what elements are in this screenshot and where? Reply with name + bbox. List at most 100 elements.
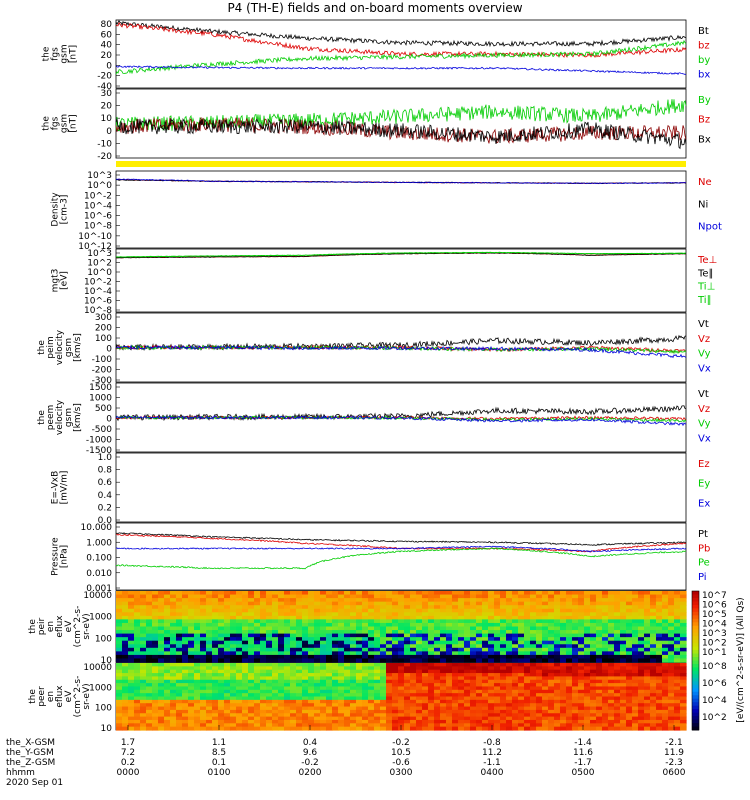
spec-cell [566,622,573,628]
spec-cell [344,699,351,704]
spec-cell [434,683,441,688]
spec-cell [194,706,201,711]
spec-cell [374,696,381,701]
spec-cell [398,716,405,721]
spec-cell [374,615,381,620]
spec-cell [182,608,189,613]
spec-cell [506,654,513,660]
spec-cell [584,644,591,649]
spec-cell [236,591,243,596]
spec-cell [242,654,249,660]
spec-cell [176,696,183,701]
spec-cell [266,594,273,599]
ylabel-line: [km/s] [73,403,83,432]
spec-cell [308,703,315,708]
spec-cell [416,598,423,603]
spec-cell [128,601,135,606]
spec-cell [662,601,669,606]
spec-cell [308,608,315,613]
spec-cell [308,651,315,656]
spec-cell [386,612,393,617]
spec-cell [122,703,129,708]
spec-cell [374,633,381,638]
spec-cell [626,693,633,698]
spec-cell [500,693,507,698]
spec-cell [152,689,159,694]
spec-cell [398,615,405,620]
spec-cell [146,615,153,620]
spec-cell [344,686,351,691]
spec-cell [140,683,147,688]
spec-cell [566,696,573,701]
spec-cell [416,654,423,660]
spec-cell [488,594,495,599]
spec-cell [212,689,219,694]
spec-cell [650,713,657,718]
spec-cell [566,601,573,606]
spec-cell [188,693,195,698]
spec-cell [374,699,381,704]
spec-cell [278,612,285,617]
spec-cell [290,658,297,663]
spec-cell [146,669,153,674]
spec-cell [362,693,369,698]
spec-cell [632,719,639,724]
spec-cell [530,673,537,677]
spec-cell [254,647,261,652]
spec-cell [620,673,627,677]
spec-cell [320,594,327,599]
spec-cell [554,615,561,620]
spec-cell [536,608,543,613]
spec-cell [248,689,255,694]
spec-cell [428,619,435,624]
spec-cell [506,612,513,617]
spec-cell [350,703,357,708]
colorbar-tick: 10^6 [702,679,727,689]
spec-cell [302,673,309,677]
spec-cell [524,619,531,624]
colorbar-cell [692,601,699,606]
spec-cell [626,666,633,671]
spec-cell [602,644,609,649]
spec-cell [632,630,639,635]
ylabel-line: [nT] [69,45,79,63]
spec-cell [512,598,519,603]
spec-cell [614,647,621,652]
colorbar-cell [692,646,699,651]
spec-cell [416,626,423,631]
spec-cell [518,679,525,684]
spec-cell [590,706,597,711]
spec-cell [266,706,273,711]
spec-cell [128,693,135,698]
spec-cell [284,605,291,610]
spec-cell [578,676,585,681]
spec-cell [254,703,261,708]
spec-cell [260,663,267,667]
spec-cell [524,615,531,620]
spec-cell [524,654,531,660]
spec-cell [356,598,363,603]
spec-cell [656,669,663,674]
spec-cell [512,669,519,674]
spec-cell [656,626,663,631]
spec-cell [194,615,201,620]
spec-cell [608,598,615,603]
spec-cell [500,726,507,731]
spec-cell [674,630,681,635]
spec-cell [506,699,513,704]
spec-cell [230,640,237,645]
spec-cell [194,591,201,596]
y-tick-label: 10^3 [87,171,112,181]
spec-cell [236,669,243,674]
spec-cell [164,608,171,613]
quality-flag-bar [116,161,686,167]
spec-cell [452,633,459,638]
spec-cell [158,651,165,656]
spec-cell [254,626,261,631]
spec-cell [326,637,333,642]
spec-cell [176,626,183,631]
spec-cell [554,637,561,642]
spec-cell [320,658,327,663]
spec-cell [410,716,417,721]
spec-cell [386,663,393,667]
